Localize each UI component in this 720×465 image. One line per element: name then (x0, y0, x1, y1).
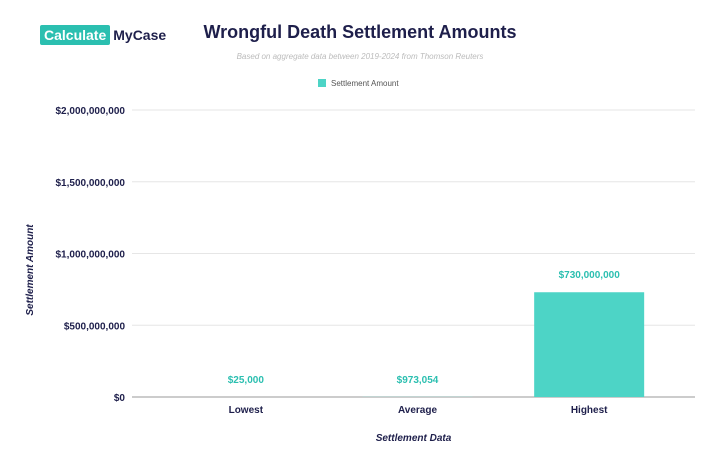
x-axis-label: Settlement Data (376, 433, 452, 444)
chart-subtitle: Based on aggregate data between 2019-202… (236, 52, 484, 61)
logo-part1: Calculate (40, 25, 111, 45)
data-label: $25,000 (228, 375, 265, 386)
logo: Calculate MyCase (40, 25, 166, 45)
chart-title: Wrongful Death Settlement Amounts (203, 22, 517, 42)
bar-highest (534, 292, 645, 397)
logo-part2: MyCase (113, 27, 167, 43)
legend-label: Settlement Amount (331, 79, 399, 88)
legend-swatch (318, 79, 326, 87)
x-tick-label: Highest (571, 405, 608, 416)
y-tick-label: $1,500,000,000 (55, 178, 125, 189)
data-label: $730,000,000 (559, 270, 621, 281)
y-tick-label: $500,000,000 (64, 321, 126, 332)
y-tick-label: $2,000,000,000 (55, 106, 125, 117)
y-tick-label: $0 (114, 393, 126, 404)
x-tick-label: Average (398, 405, 438, 416)
y-tick-label: $1,000,000,000 (55, 250, 125, 261)
data-label: $973,054 (397, 375, 439, 386)
x-tick-label: Lowest (229, 405, 264, 416)
y-axis-label: Settlement Amount (25, 224, 36, 316)
